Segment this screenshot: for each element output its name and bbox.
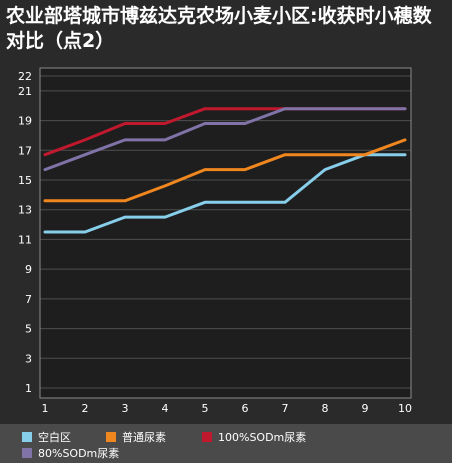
x-tick-label: 2	[82, 402, 89, 415]
grid-lines	[40, 75, 411, 389]
legend-item-100-sodm-urea: 100%SODm尿素	[202, 430, 306, 444]
x-tick-label: 5	[202, 402, 209, 415]
y-tick-label: 7	[25, 293, 32, 306]
x-tick-label: 8	[322, 402, 329, 415]
y-tick-label: 15	[18, 174, 32, 187]
x-tick-label: 1	[42, 402, 49, 415]
y-tick-label: 11	[18, 233, 32, 246]
y-tick-label: 17	[18, 144, 32, 157]
y-tick-label: 13	[18, 204, 32, 217]
y-tick-label: 19	[18, 115, 32, 128]
series-line-blank	[43, 153, 407, 234]
y-tick-label: 9	[25, 263, 32, 276]
x-tick-label: 4	[162, 402, 169, 415]
legend-item-80-sodm-urea: 80%SODm尿素	[22, 446, 119, 460]
plot-frame	[39, 67, 412, 399]
x-tick-label: 10	[398, 402, 412, 415]
legend-swatch-80-sodm-urea	[22, 448, 32, 458]
x-axis: 1 2 3 4 5 6 7 8 9 10	[42, 402, 413, 415]
chart-title: 农业部塔城市博兹达克农场小麦小区:收获时小穗数对比（点2）	[6, 5, 432, 52]
y-tick-label: 5	[25, 323, 32, 336]
legend-item-blank: 空白区	[22, 430, 71, 444]
legend-swatch-100-sodm-urea	[202, 432, 212, 442]
x-tick-label: 6	[242, 402, 249, 415]
legend-label-80-sodm-urea: 80%SODm尿素	[38, 447, 120, 460]
x-tick-label: 9	[362, 402, 369, 415]
y-tick-label: 1	[25, 382, 32, 395]
series-line-80-sodm-urea	[43, 107, 407, 172]
legend-label-blank: 空白区	[38, 431, 71, 444]
y-tick-label: 21	[18, 85, 32, 98]
y-tick-label: 22	[18, 70, 32, 83]
series-line-ordinary-urea	[43, 138, 407, 203]
legend-label-100-sodm-urea: 100%SODm尿素	[218, 431, 307, 444]
y-tick-label: 3	[25, 352, 32, 365]
plot-area	[40, 68, 411, 398]
series-lines	[43, 107, 407, 234]
legend: 空白区 普通尿素 100%SODm尿素 80%SODm尿素	[0, 424, 452, 463]
legend-item-ordinary-urea: 普通尿素	[106, 430, 166, 444]
x-tick-label: 7	[282, 402, 289, 415]
legend-swatch-ordinary-urea	[106, 432, 116, 442]
x-tick-label: 3	[122, 402, 129, 415]
legend-label-ordinary-urea: 普通尿素	[122, 431, 166, 444]
legend-swatch-blank	[22, 432, 32, 442]
